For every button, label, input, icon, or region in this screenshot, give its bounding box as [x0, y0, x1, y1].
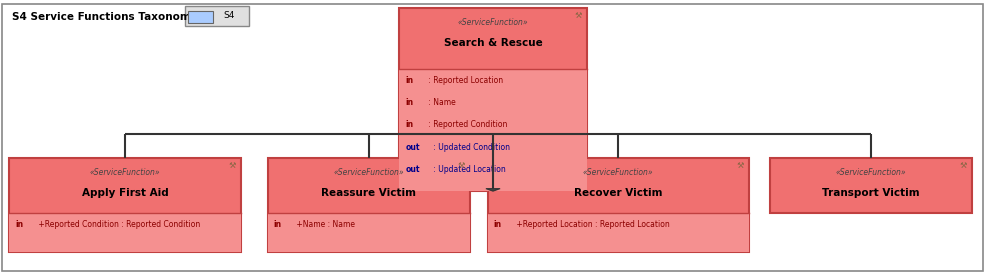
Text: «ServiceFunction»: «ServiceFunction»: [333, 168, 404, 176]
Text: : Name: : Name: [426, 98, 456, 107]
Text: ⚒: ⚒: [959, 161, 966, 170]
Text: out: out: [405, 165, 420, 174]
Text: : Reported Location: : Reported Location: [426, 76, 503, 85]
Bar: [487, 158, 749, 252]
Text: S4 Service Functions Taxonomy: S4 Service Functions Taxonomy: [12, 12, 197, 22]
Text: Reassure Victim: Reassure Victim: [321, 188, 416, 198]
Bar: [10, 158, 241, 252]
Text: Apply First Aid: Apply First Aid: [82, 188, 169, 198]
Text: ⚒: ⚒: [737, 161, 743, 170]
Text: S4: S4: [223, 11, 235, 20]
Text: «ServiceFunction»: «ServiceFunction»: [835, 168, 906, 176]
Text: in: in: [274, 220, 282, 229]
Bar: [268, 213, 470, 252]
Text: in: in: [493, 220, 502, 229]
Text: out: out: [405, 143, 420, 152]
Text: +Reported Condition : Reported Condition: +Reported Condition : Reported Condition: [36, 220, 200, 229]
Bar: [399, 69, 587, 191]
Bar: [487, 213, 749, 252]
Text: «ServiceFunction»: «ServiceFunction»: [90, 168, 161, 176]
Bar: [185, 6, 249, 26]
Text: Search & Rescue: Search & Rescue: [444, 38, 542, 48]
Bar: [268, 158, 470, 252]
Text: in: in: [405, 76, 413, 85]
Text: : Updated Location: : Updated Location: [431, 165, 506, 174]
Text: ⚒: ⚒: [574, 11, 582, 20]
Text: Recover Victim: Recover Victim: [574, 188, 663, 198]
Text: +Name : Name: +Name : Name: [295, 220, 355, 229]
Text: Transport Victim: Transport Victim: [821, 188, 920, 198]
Text: +Reported Location : Reported Location: +Reported Location : Reported Location: [515, 220, 669, 229]
Text: «ServiceFunction»: «ServiceFunction»: [458, 18, 528, 27]
Bar: [399, 8, 587, 191]
Bar: [769, 158, 971, 213]
Bar: [188, 11, 213, 23]
Text: ⚒: ⚒: [229, 161, 237, 170]
Text: in: in: [405, 98, 413, 107]
Text: «ServiceFunction»: «ServiceFunction»: [583, 168, 654, 176]
Text: : Reported Condition: : Reported Condition: [426, 120, 508, 129]
Text: in: in: [16, 220, 24, 229]
Bar: [10, 213, 241, 252]
Text: in: in: [405, 120, 413, 129]
Text: ⚒: ⚒: [458, 161, 465, 170]
Text: : Updated Condition: : Updated Condition: [431, 143, 510, 152]
Polygon shape: [486, 189, 500, 191]
